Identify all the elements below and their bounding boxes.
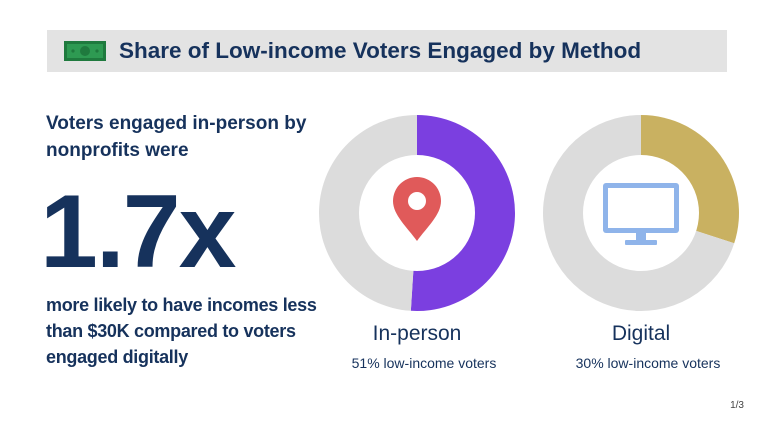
money-bill-icon bbox=[64, 41, 106, 61]
donut-title-digital: Digital bbox=[611, 322, 671, 345]
map-pin-icon bbox=[393, 177, 441, 241]
title-bar: Share of Low-income Voters Engaged by Me… bbox=[47, 30, 727, 72]
donut-chart-digital bbox=[543, 115, 739, 311]
stat-value: 1.7x bbox=[40, 174, 236, 290]
computer-monitor-icon bbox=[603, 183, 679, 245]
page-title: Share of Low-income Voters Engaged by Me… bbox=[119, 38, 642, 63]
donut-chart-in-person bbox=[319, 115, 516, 311]
donut-subtitle-in-person: 51% low-income voters bbox=[351, 355, 497, 371]
donut-title-in-person: In-person bbox=[372, 322, 462, 345]
stat-outro: more likely to have incomes less than $3… bbox=[46, 295, 317, 367]
page-number: 1/3 bbox=[730, 400, 744, 411]
donut-subtitle-digital: 30% low-income voters bbox=[575, 355, 721, 371]
stat-intro: Voters engaged in-person by nonprofits w… bbox=[46, 113, 307, 161]
